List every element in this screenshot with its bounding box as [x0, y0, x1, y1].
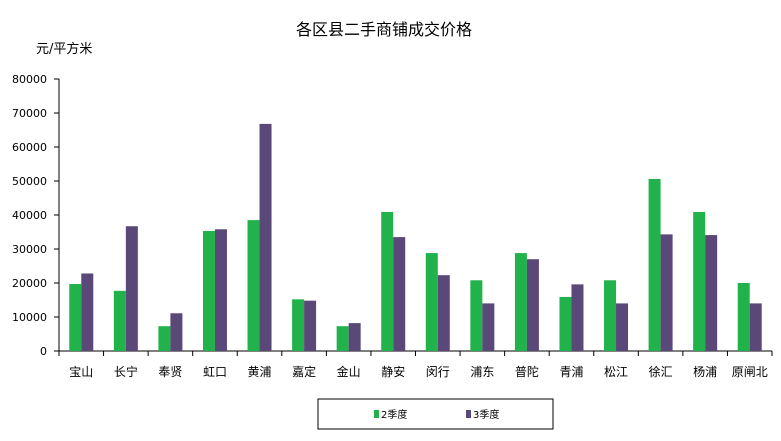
bar-q3 [660, 234, 673, 351]
bar-q3 [749, 303, 762, 351]
x-tick-label: 徐汇 [649, 364, 673, 379]
bar-q3 [482, 303, 495, 351]
legend-swatch [466, 410, 471, 418]
bar-q3 [125, 226, 138, 351]
bar-q3 [526, 259, 539, 351]
y-tick-label: 60000 [12, 141, 47, 154]
bar-q3 [437, 275, 450, 351]
legend-box [317, 398, 554, 430]
x-tick-label: 宝山 [69, 365, 93, 379]
x-tick-label: 普陀 [515, 364, 539, 379]
bar-q3 [571, 284, 584, 351]
bar-q3 [214, 229, 227, 351]
bar-q2 [381, 211, 394, 351]
legend-swatch [374, 410, 379, 418]
x-tick-label: 原闸北 [732, 365, 768, 379]
x-tick-label: 嘉定 [292, 364, 316, 379]
bar-q2 [514, 253, 527, 351]
bar-q2 [693, 211, 706, 351]
legend-label: 3季度 [473, 408, 499, 421]
bar-q3 [393, 237, 406, 351]
bar-q3 [170, 313, 183, 351]
bar-q3 [304, 300, 317, 351]
x-tick-label: 杨浦 [693, 364, 717, 379]
x-tick-label: 闵行 [426, 364, 450, 379]
legend-label: 2季度 [381, 408, 407, 421]
bar-q2 [648, 178, 661, 351]
x-tick-label: 浦东 [470, 365, 494, 379]
x-tick-label: 长宁 [114, 364, 138, 379]
bar-q2 [604, 280, 617, 351]
bar-q2 [69, 284, 82, 351]
y-tick-label: 70000 [12, 107, 47, 120]
y-tick-label: 0 [40, 345, 47, 358]
y-tick-label: 50000 [12, 175, 47, 188]
x-tick-label: 黄浦 [248, 365, 272, 379]
bar-q3 [348, 323, 361, 351]
x-tick-label: 静安 [381, 364, 405, 379]
x-tick-label: 青浦 [559, 365, 583, 379]
x-tick-label: 虹口 [203, 365, 227, 379]
bar-q2 [336, 326, 349, 351]
y-tick-label: 40000 [12, 209, 47, 222]
bar-q2 [425, 253, 438, 351]
bar-q2 [158, 326, 171, 351]
bar-q2 [470, 280, 483, 351]
x-tick-label: 松江 [604, 365, 628, 379]
y-tick-label: 10000 [12, 311, 47, 324]
bar-q2 [292, 299, 305, 351]
bar-q2 [113, 290, 126, 351]
plot-area: 0 10000 20000 30000 40000 50000 60000 70000 8000… [12, 73, 773, 379]
bar-q3 [259, 123, 272, 351]
bar-q2 [247, 220, 260, 351]
bar-q2 [559, 296, 572, 351]
bar-q3 [616, 303, 629, 351]
y-tick-label: 80000 [12, 73, 47, 86]
x-tick-label: 金山 [337, 364, 361, 379]
chart-title: 各区县二手商铺成交价格 [296, 20, 472, 39]
bar-q3 [705, 235, 718, 351]
x-tick-label: 奉贤 [158, 365, 182, 379]
bar-q2 [737, 283, 750, 351]
bar-q3 [81, 273, 94, 351]
y-tick-label: 20000 [12, 277, 47, 290]
bar-q2 [202, 230, 215, 351]
legend: 2季度 3季度 [317, 398, 554, 430]
y-axis-unit-label: 元/平方米 [36, 41, 92, 57]
y-tick-label: 30000 [12, 243, 47, 256]
